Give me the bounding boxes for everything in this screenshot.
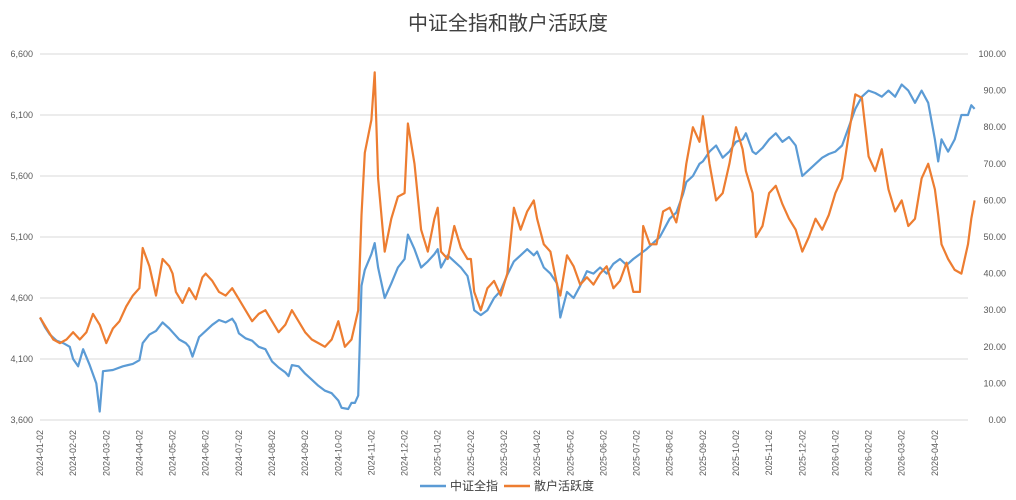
series-line-0 [39, 83, 976, 413]
y-left-tick-label: 5,100 [10, 232, 33, 242]
x-tick-label: 2024-12-02 [400, 430, 410, 476]
x-tick-label: 2025-08-02 [665, 430, 675, 476]
x-tick-label: 2025-09-02 [698, 430, 708, 476]
series-line-1 [39, 71, 976, 348]
y-right-tick-label: 70.00 [983, 159, 1006, 169]
y-right-tick-label: 40.00 [983, 269, 1006, 279]
x-tick-label: 2025-10-02 [731, 430, 741, 476]
x-tick-label: 2024-10-02 [333, 430, 343, 476]
y-left-tick-label: 6,100 [10, 110, 33, 120]
legend: 中证全指 散户活跃度 [420, 478, 594, 493]
legend-label-csi: 中证全指 [450, 478, 498, 493]
x-axis-ticks: 2024-01-02 2024-02-02 2024-03-02 2024-04-02… [35, 430, 940, 476]
y-left-tick-label: 4,600 [10, 293, 33, 303]
y-right-tick-label: 0.00 [988, 415, 1006, 425]
x-tick-label: 2026-02-02 [864, 430, 874, 476]
y-right-tick-label: 60.00 [983, 195, 1006, 205]
y-left-tick-label: 4,100 [10, 354, 33, 364]
x-tick-label: 2024-11-02 [366, 430, 376, 475]
x-tick-label: 2025-06-02 [598, 430, 608, 476]
x-tick-label: 2024-04-02 [134, 430, 144, 476]
y-right-tick-label: 30.00 [983, 305, 1006, 315]
y-right-tick-label: 50.00 [983, 232, 1006, 242]
x-tick-label: 2025-02-02 [466, 430, 476, 476]
y-left-tick-label: 6,600 [10, 49, 33, 59]
y-right-tick-label: 90.00 [983, 86, 1006, 96]
x-tick-label: 2024-01-02 [35, 430, 45, 476]
x-tick-label: 2026-03-02 [897, 430, 907, 476]
y-right-tick-label: 20.00 [983, 342, 1006, 352]
x-tick-label: 2024-03-02 [101, 430, 111, 476]
x-tick-label: 2025-01-02 [433, 430, 443, 476]
left-axis-ticks: 3,600 4,100 4,600 5,100 5,600 6,100 6,600 [10, 49, 33, 425]
x-tick-label: 2025-11-02 [764, 430, 774, 475]
legend-label-retail: 散户活跃度 [534, 478, 594, 493]
x-tick-label: 2025-04-02 [532, 430, 542, 476]
series-lines [39, 71, 976, 413]
y-right-tick-label: 10.00 [983, 378, 1006, 388]
x-tick-label: 2025-05-02 [565, 430, 575, 476]
x-tick-label: 2024-06-02 [201, 430, 211, 476]
x-tick-label: 2026-01-02 [830, 430, 840, 476]
x-tick-label: 2025-03-02 [499, 430, 509, 476]
x-tick-label: 2025-07-02 [632, 430, 642, 476]
x-tick-label: 2024-08-02 [267, 430, 277, 476]
y-right-tick-label: 80.00 [983, 122, 1006, 132]
y-left-tick-label: 5,600 [10, 171, 33, 181]
x-tick-label: 2024-09-02 [300, 430, 310, 476]
gridlines [40, 53, 968, 421]
right-axis-ticks: 0.00 10.00 20.00 30.00 40.00 50.00 60.00 70.00 8… [978, 49, 1006, 425]
x-tick-label: 2024-02-02 [68, 430, 78, 476]
x-tick-label: 2024-07-02 [234, 430, 244, 476]
x-tick-label: 2025-12-02 [797, 430, 807, 476]
y-left-tick-label: 3,600 [10, 415, 33, 425]
chart-title: 中证全指和散户活跃度 [408, 11, 608, 35]
x-tick-label: 2026-04-02 [930, 430, 940, 476]
x-tick-label: 2024-05-02 [168, 430, 178, 476]
y-right-tick-label: 100.00 [978, 49, 1006, 59]
